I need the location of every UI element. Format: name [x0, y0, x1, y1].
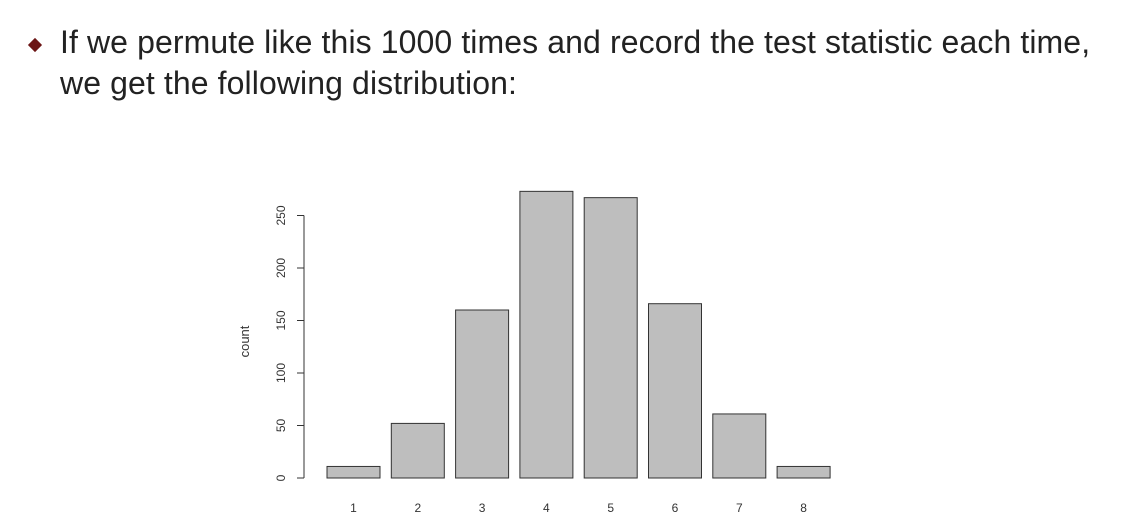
x-tick-label: 4	[543, 501, 550, 515]
bars	[326, 190, 831, 479]
bar-4	[519, 190, 574, 479]
bullet-text: If we permute like this 1000 times and r…	[60, 24, 1091, 101]
x-tick-label: 7	[736, 501, 743, 515]
y-axis-label: count	[237, 325, 252, 357]
bar-5	[583, 197, 638, 479]
y-tick-label: 0	[274, 474, 288, 481]
y-tick-label: 150	[274, 310, 288, 330]
bar-1	[326, 465, 381, 479]
x-axis-tick-labels: 1 2 3 4 5 6 7 8	[350, 501, 807, 515]
y-tick-label: 250	[274, 205, 288, 225]
bar-8	[776, 465, 831, 479]
x-tick-label: 5	[607, 501, 614, 515]
bar-7	[712, 413, 767, 479]
y-tick-label: 100	[274, 363, 288, 383]
bar-6	[648, 303, 702, 479]
x-tick-label: 8	[800, 501, 807, 515]
bullet-point: If we permute like this 1000 times and r…	[27, 22, 1120, 104]
y-tick-label: 200	[274, 258, 288, 278]
x-tick-label: 3	[479, 501, 486, 515]
bar-2	[390, 422, 445, 479]
y-axis-ticks: 0 50 100 150 200 250	[274, 205, 304, 481]
x-tick-label: 1	[350, 501, 357, 515]
y-tick-label: 50	[274, 419, 288, 433]
bar-3	[455, 309, 510, 479]
x-tick-label: 6	[672, 501, 679, 515]
x-tick-label: 2	[414, 501, 421, 515]
